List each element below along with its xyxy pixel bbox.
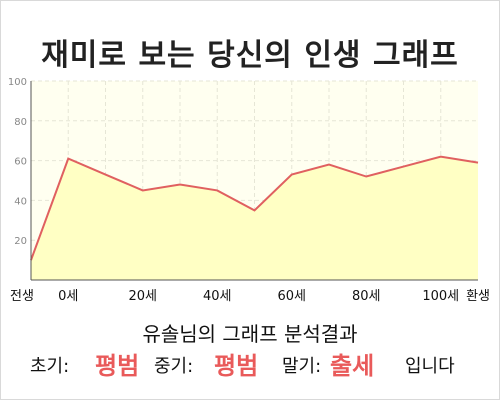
early-value: 평범: [95, 352, 140, 380]
page-title: 재미로 보는 당신의 인생 그래프: [41, 38, 459, 73]
mid-label: 중기:: [154, 356, 194, 377]
x-tick-label: 전생: [10, 289, 34, 304]
area-fill: [31, 156, 478, 280]
late-label: 말기:: [282, 356, 322, 377]
axes: [30, 81, 478, 281]
y-tick-label: 60: [14, 157, 27, 168]
x-tick-label: 100세: [422, 289, 459, 304]
late-value: 출세: [330, 352, 375, 380]
summary-title: 유솔님의 그래프 분석결과: [142, 322, 358, 346]
y-tick-label: 100: [8, 77, 27, 88]
x-tick-label: 0세: [58, 289, 78, 304]
summary-line: 초기: 평범 중기: 평범 말기: 출세 입니다: [0, 344, 500, 384]
x-tick-label: 60세: [277, 289, 306, 304]
mid-value: 평범: [214, 352, 259, 380]
x-tick-label: 80세: [352, 289, 381, 304]
data-points: [30, 156, 479, 261]
x-tick-label: 환생: [466, 289, 490, 304]
y-tick-labels: 20 40 60 80 100: [8, 77, 27, 247]
y-tick-label: 20: [14, 236, 27, 247]
y-tick-label: 40: [14, 196, 27, 207]
summary-suffix: 입니다: [405, 356, 455, 377]
x-tick-label: 40세: [203, 289, 232, 304]
x-tick-labels: 전생 0세 20세 40세 60세 80세 100세 환생: [10, 289, 490, 304]
y-tick-label: 80: [14, 117, 27, 128]
early-label: 초기:: [30, 356, 70, 377]
x-tick-label: 20세: [128, 289, 157, 304]
